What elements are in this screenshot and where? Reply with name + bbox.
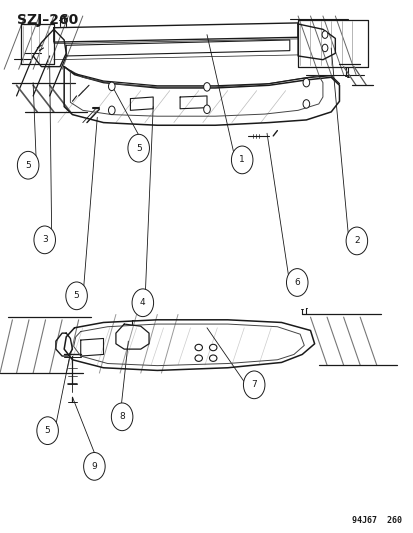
Circle shape [37,417,58,445]
Circle shape [302,100,309,108]
Text: 7: 7 [251,381,256,389]
Text: 8: 8 [119,413,125,421]
Text: 2: 2 [353,237,359,245]
Circle shape [203,83,210,91]
Text: 5: 5 [74,292,79,300]
Circle shape [231,146,252,174]
Circle shape [83,453,105,480]
Text: SZJ–260: SZJ–260 [17,13,78,27]
Text: 6: 6 [294,278,299,287]
Circle shape [321,31,327,38]
Circle shape [66,282,87,310]
Circle shape [203,105,210,114]
Circle shape [128,134,149,162]
Circle shape [345,227,367,255]
Text: 5: 5 [45,426,50,435]
Circle shape [111,403,133,431]
Ellipse shape [195,344,202,351]
Ellipse shape [209,344,216,351]
Circle shape [286,269,307,296]
Circle shape [108,82,115,91]
Circle shape [321,44,327,52]
Text: 94J67  260: 94J67 260 [351,516,401,525]
Ellipse shape [209,355,216,361]
Ellipse shape [195,355,202,361]
Circle shape [34,226,55,254]
Circle shape [243,371,264,399]
Circle shape [108,106,115,115]
Circle shape [302,78,309,87]
Text: 4: 4 [140,298,145,307]
Circle shape [17,151,39,179]
Text: 1: 1 [239,156,244,164]
Text: 3: 3 [42,236,47,244]
Text: 5: 5 [25,161,31,169]
Text: 5: 5 [135,144,141,152]
Circle shape [132,289,153,317]
Text: 9: 9 [91,462,97,471]
